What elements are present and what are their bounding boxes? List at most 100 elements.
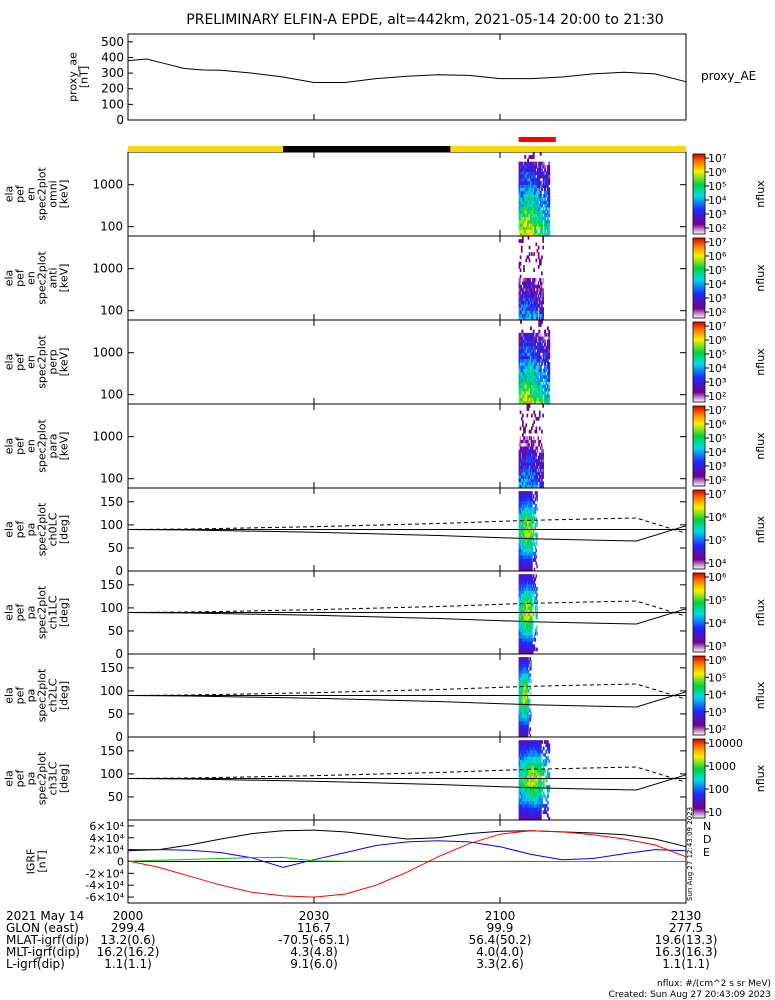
spectrogram-cell — [534, 768, 537, 773]
spectrogram-cell — [526, 548, 528, 553]
spectrogram-cell — [546, 387, 549, 392]
spectrogram-cell — [523, 471, 525, 476]
spectrogram-cell — [531, 602, 533, 607]
spectrogram-cell — [529, 303, 532, 308]
footer-value: 2030 — [299, 909, 330, 923]
spectrogram-cell — [546, 349, 549, 353]
spectrogram-cell — [541, 374, 544, 379]
spectrogram-cell — [527, 740, 530, 744]
spectrogram-cell — [521, 574, 523, 578]
spectrogram-cell — [531, 596, 533, 601]
spectrogram-cell — [529, 510, 531, 514]
footer-value: 4.3(4.8) — [290, 945, 338, 959]
spectrogram-cell — [523, 478, 525, 482]
spectrogram-cell — [518, 358, 521, 363]
spectrogram-cell — [544, 232, 546, 237]
spectrogram-cell — [522, 535, 525, 540]
spectrogram-cell — [526, 545, 528, 550]
spectrogram-cell — [527, 310, 530, 314]
spectrogram-cell — [538, 394, 541, 398]
spectrogram-cell — [538, 358, 541, 363]
spectrogram-cell — [523, 701, 525, 706]
spectrogram-cell — [520, 371, 522, 376]
spectrogram-cell — [520, 290, 523, 295]
footer-value: 1.1(1.1) — [104, 957, 152, 971]
spectrogram-cell — [529, 491, 531, 495]
spectrogram-cell — [527, 800, 530, 805]
spectrogram-cell — [518, 371, 521, 376]
spectrogram-cell — [526, 413, 529, 418]
spectrogram-cell — [538, 481, 541, 486]
spectrogram-cell — [532, 478, 534, 482]
spectrogram-cell — [535, 452, 538, 457]
spectrogram-cell — [519, 596, 521, 601]
spectrogram-cell — [542, 358, 545, 363]
spectrogram-cell — [534, 303, 537, 308]
spectrogram-cell — [538, 784, 541, 789]
spectrogram-cell — [548, 394, 551, 398]
spectrogram-cell — [536, 609, 538, 613]
spectrogram-cell — [522, 168, 525, 172]
spectrogram-cell — [532, 281, 534, 285]
spectrogram-cell — [524, 349, 527, 353]
spectrogram-cell — [519, 625, 521, 629]
spectrogram-cell — [535, 184, 538, 188]
spectrogram-cell — [522, 362, 525, 366]
spectrogram-cell — [528, 210, 531, 214]
spectrogram-cell — [524, 174, 527, 179]
spectrogram-cell — [527, 471, 530, 476]
spectrogram-cell — [523, 631, 526, 636]
spectrogram-cell — [535, 307, 538, 311]
spectrogram-cell — [521, 365, 524, 369]
spectrogram-cell — [528, 612, 531, 617]
spectrogram-cell — [527, 529, 530, 534]
spectrogram-cell — [542, 177, 545, 182]
spectrogram-cell — [525, 567, 527, 572]
spectrogram-cell — [538, 753, 541, 757]
spectrogram-cell — [535, 468, 538, 473]
spectrogram-cell — [524, 606, 526, 610]
spectrogram-cell — [528, 788, 531, 792]
spectrogram-cell — [519, 484, 522, 489]
spectrogram-cell — [539, 194, 542, 198]
spectrogram-cell — [528, 223, 531, 227]
spectrogram-cell — [529, 210, 532, 214]
spectrogram-cell — [541, 387, 544, 392]
spectrogram-cell — [520, 526, 522, 530]
spectrogram-cell — [532, 384, 535, 389]
spectrogram-cell — [529, 449, 532, 453]
spectrogram-cell — [531, 746, 534, 751]
igrf-legend-D: D — [703, 833, 711, 846]
spectrogram-cell — [521, 641, 523, 645]
spectrogram-cell — [535, 481, 538, 486]
spectrogram-cell — [518, 374, 521, 379]
spectrogram-cell — [527, 504, 530, 508]
spectrogram-cell — [521, 345, 524, 350]
spectrogram-cell — [518, 491, 520, 495]
spectrogram-cell — [523, 641, 526, 645]
spectrogram-cell — [529, 753, 532, 757]
spectrogram-cells — [518, 236, 544, 321]
spectrogram-cell — [519, 577, 521, 582]
spectrogram-cell — [523, 676, 525, 680]
spectrogram-cell — [534, 746, 537, 751]
spectrogram-cell — [524, 535, 526, 540]
spectrogram-cell — [532, 316, 534, 321]
ytick-label: 50 — [108, 707, 123, 721]
footer-value: 19.6(13.3) — [655, 933, 718, 947]
spectrogram-cell — [518, 804, 521, 808]
spectrogram-cell — [528, 708, 530, 712]
spectrogram-cell — [518, 689, 520, 693]
spectrogram-cell — [529, 181, 532, 185]
spectrogram-cell — [538, 442, 541, 447]
spectrogram-cell — [535, 491, 537, 495]
spectrogram-cell — [519, 462, 522, 466]
spectrogram-cell — [524, 468, 526, 473]
spectrogram-cell — [536, 478, 539, 482]
spectrogram-cell — [529, 606, 531, 610]
spectrogram-cell — [532, 548, 534, 553]
spectrogram-cell — [529, 455, 532, 460]
spectrogram-cell — [528, 213, 531, 218]
spectrogram-cell — [532, 497, 534, 502]
spectrogram-cell — [541, 313, 543, 318]
